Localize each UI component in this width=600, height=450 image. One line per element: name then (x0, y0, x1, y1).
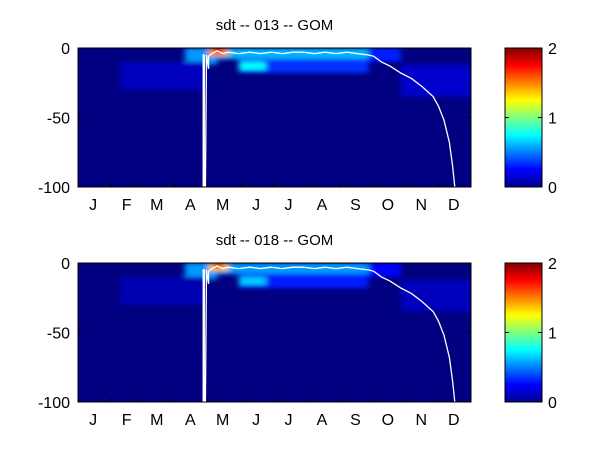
x-tick-label: M (150, 412, 163, 429)
colorbar-tick-label: 0 (548, 395, 557, 412)
y-tick-label: 0 (61, 41, 70, 58)
colorbar (505, 48, 542, 187)
heatmap-cells (120, 48, 471, 97)
heatmap-cell-2 (217, 48, 369, 60)
colorbar-tick-label: 0 (548, 180, 557, 197)
y-tick-label: -100 (38, 395, 70, 412)
x-tick-label: F (122, 412, 132, 429)
x-tick-label: S (350, 197, 361, 214)
heatmap-cell-8 (120, 276, 207, 305)
heatmap-cell-9 (400, 279, 471, 312)
heatmap-cell-7 (368, 48, 401, 62)
colorbar-tick-label: 1 (548, 111, 557, 128)
y-tick-label: -50 (47, 111, 70, 128)
colorbar-tick-label: 1 (548, 326, 557, 343)
chart-title: sdt -- 013 -- GOM (216, 17, 334, 34)
colorbar (505, 263, 542, 402)
x-tick-label: A (185, 412, 196, 429)
x-tick-label: M (150, 197, 163, 214)
x-tick-label: M (216, 412, 229, 429)
x-tick-label: J (252, 197, 260, 214)
heatmap-cell-5 (238, 59, 369, 74)
x-tick-label: O (382, 412, 394, 429)
x-tick-label: S (350, 412, 361, 429)
y-tick-label: 0 (61, 256, 70, 273)
colorbar-tick-label: 2 (548, 41, 557, 58)
heatmap-cell-7 (368, 263, 401, 277)
heatmap-cell-6 (238, 61, 266, 71)
x-tick-label: D (448, 412, 460, 429)
x-tick-label: J (89, 412, 97, 429)
mixed-layer-contour (202, 50, 456, 187)
panel-1: sdt -- 013 -- GOM 0 -50 -100 J F M A M J J A S O N D 0 1 2 (38, 17, 557, 214)
y-tick-label: -50 (47, 326, 70, 343)
heatmap-cell-9 (400, 64, 471, 97)
chart-title: sdt -- 018 -- GOM (216, 232, 334, 249)
x-tick-label: N (416, 412, 428, 429)
x-tick-label: M (216, 197, 229, 214)
mixed-layer-contour (202, 265, 456, 402)
x-tick-label: D (448, 197, 460, 214)
heatmap-cell-6 (238, 276, 266, 286)
heatmap-cell-2 (217, 263, 369, 275)
x-tick-label: J (89, 197, 97, 214)
x-tick-label: J (285, 197, 293, 214)
x-tick-label: J (285, 412, 293, 429)
heatmap-cell-8 (120, 61, 207, 90)
heatmap-cell-5 (238, 274, 369, 289)
x-tick-label: J (252, 412, 260, 429)
x-tick-label: N (416, 197, 428, 214)
x-tick-label: O (382, 197, 394, 214)
heatmap-cells (120, 263, 471, 312)
y-tick-label: -100 (38, 180, 70, 197)
x-tick-label: A (185, 197, 196, 214)
colorbar-tick-label: 2 (548, 256, 557, 273)
x-tick-label: A (317, 197, 328, 214)
panel-2: sdt -- 018 -- GOM 0 -50 -100 J F M A M J J A S O N D 0 1 2 (38, 232, 557, 429)
x-tick-label: F (122, 197, 132, 214)
x-tick-label: A (317, 412, 328, 429)
